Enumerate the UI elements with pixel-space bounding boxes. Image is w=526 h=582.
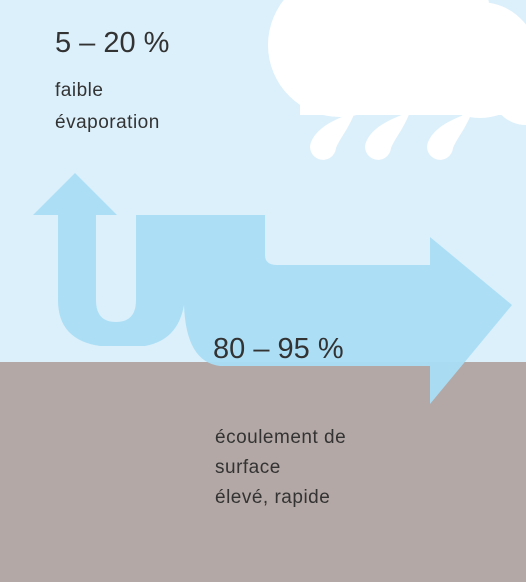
- runoff-line: surface: [215, 457, 281, 478]
- ground: [0, 362, 526, 582]
- flow-arrow: [33, 173, 512, 404]
- evaporation-line: évaporation: [55, 112, 160, 133]
- runoff-line: élevé, rapide: [215, 487, 330, 508]
- raindrops: [310, 112, 472, 160]
- runoff-line: écoulement de: [215, 427, 346, 448]
- evaporation-line: faible: [55, 80, 103, 101]
- evaporation-percent: 5 – 20 %: [55, 27, 169, 59]
- runoff-percent: 80 – 95 %: [213, 333, 344, 365]
- cloud: [268, 0, 526, 125]
